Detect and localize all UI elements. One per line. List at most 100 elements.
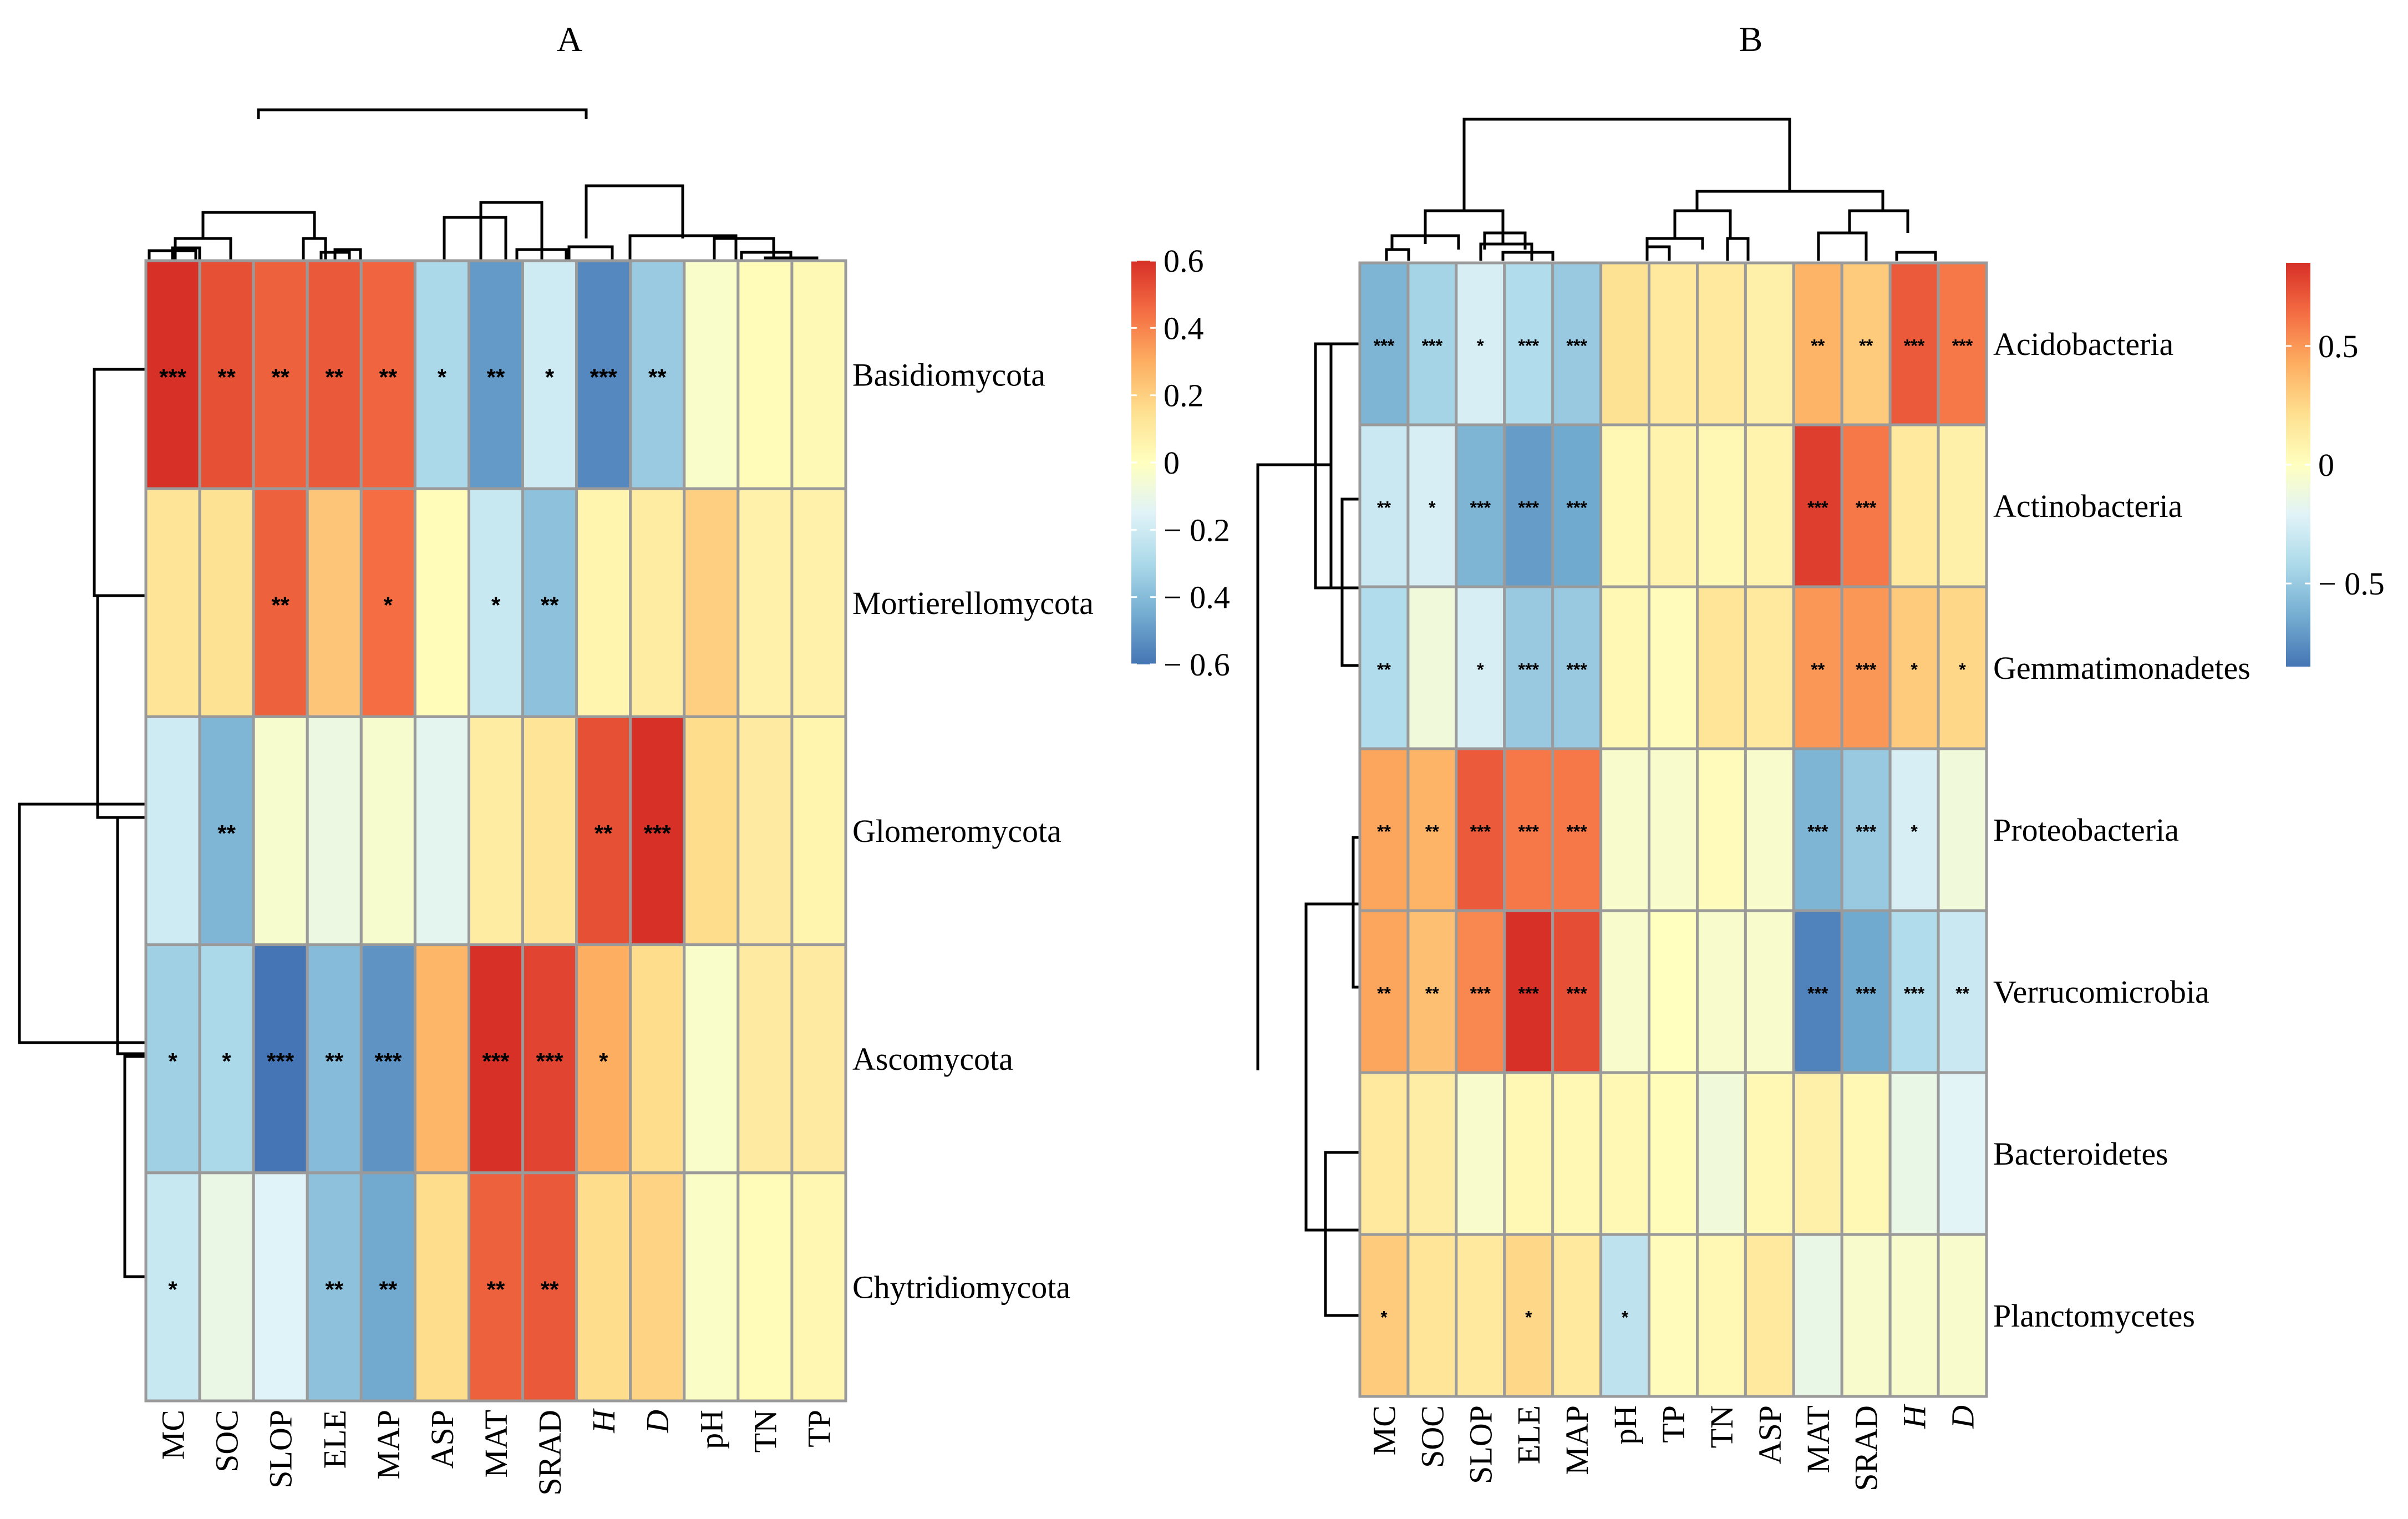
panel-b-column-label: TP	[1655, 1405, 1691, 1443]
panel-a-cell	[198, 487, 255, 718]
panel-b-cell	[1937, 1071, 1988, 1236]
panel-b-row-label: Acidobacteria	[1993, 326, 2173, 362]
panel-b-cell	[1599, 909, 1651, 1074]
panel-b-cell	[1599, 261, 1651, 426]
panel-b-significance-mark: **	[1425, 983, 1439, 1003]
panel-b-significance-mark: *	[1911, 659, 1918, 679]
panel-b-significance-mark: ***	[1904, 983, 1925, 1003]
panel-b-significance-mark: *	[1477, 336, 1484, 355]
panel-b-significance-mark: ***	[1374, 336, 1395, 355]
panel-b-column-dendrogram	[1385, 118, 1937, 261]
panel-b-cell	[1406, 747, 1458, 912]
panel-b-cell	[1406, 1071, 1458, 1236]
panel-b-cell	[1937, 747, 1988, 912]
panel-b-cell	[1406, 909, 1458, 1074]
panel-b-column-label: SLOP	[1462, 1405, 1498, 1484]
panel-b-row-labels: Acidobacteria Actinobacteria Gemmatimonade…	[1993, 326, 2250, 1334]
panel-b-cell	[1744, 747, 1795, 912]
panel-b-significance-mark: ***	[1518, 336, 1540, 355]
panel-b-cell	[1551, 1233, 1603, 1398]
panel-a-cell	[359, 487, 416, 718]
panel-b: B	[1256, 19, 2385, 1491]
panel-b-cell	[1648, 747, 1699, 912]
panel-b-color-legend: 0.5 0 − 0.5	[2286, 263, 2385, 667]
panel-a-significance-mark: *	[491, 592, 501, 618]
panel-a-cell	[683, 487, 740, 718]
panel-b-row-label: Bacteroidetes	[1993, 1136, 2168, 1172]
panel-b-cell	[1358, 1071, 1410, 1236]
panel-a-significance-mark: ***	[482, 1048, 510, 1074]
panel-b-cell	[1840, 1071, 1892, 1236]
panel-b-significance-mark: ***	[1518, 659, 1540, 679]
panel-b-column-label: MAT	[1800, 1405, 1836, 1473]
panel-a-significance-mark: *	[545, 364, 555, 390]
panel-a-legend-tick-label: − 0.4	[1164, 580, 1230, 616]
panel-a-cell	[575, 715, 632, 947]
panel-b-significance-mark: *	[1622, 1307, 1629, 1327]
panel-b-cell	[1551, 1071, 1603, 1236]
panel-b-cell	[1455, 1071, 1506, 1236]
panel-a-column-label: ELE	[317, 1410, 353, 1469]
panel-b-significance-mark: ***	[1904, 336, 1925, 355]
panel-a-column-label: MAP	[370, 1410, 407, 1480]
panel-a-cell	[575, 487, 632, 718]
panel-a-heatmap-grid: *** ** ** ** ** * ** * *** **** * * **** ** **** * *** **…	[144, 259, 847, 1403]
panel-b-cell	[1599, 585, 1651, 750]
panel-b-significance-mark: ***	[1807, 821, 1828, 841]
panel-a-cell	[736, 943, 794, 1175]
panel-b-cell	[1503, 261, 1554, 426]
panel-a-significance-mark: *	[438, 364, 447, 390]
panel-b-significance-mark: *	[1429, 497, 1436, 517]
panel-a-cell	[629, 259, 686, 490]
panel-a-cell	[521, 715, 578, 947]
panel-b-cell	[1695, 585, 1747, 750]
panel-a-significance-mark: **	[541, 1276, 559, 1302]
panel-a-column-label: MC	[155, 1410, 191, 1460]
panel-a-legend-tick-label: − 0.6	[1164, 647, 1230, 683]
panel-b-significance-mark: *	[1380, 1307, 1388, 1327]
panel-a-cell	[575, 1171, 632, 1403]
panel-b-cell	[1937, 585, 1988, 750]
panel-a-cell	[413, 1171, 470, 1403]
panel-a-cell	[413, 715, 470, 947]
panel-a-cell	[683, 1171, 740, 1403]
panel-b-significance-mark: **	[1859, 336, 1873, 355]
panel-a-legend-tick-label: − 0.2	[1164, 512, 1230, 548]
panel-a-significance-mark: *	[222, 1048, 231, 1074]
panel-b-cell	[1792, 1233, 1843, 1398]
panel-a-significance-mark: *	[168, 1276, 177, 1302]
panel-b-cell	[1648, 1233, 1699, 1398]
panel-b-column-label: D	[1945, 1405, 1981, 1429]
panel-a-cell	[683, 943, 740, 1175]
panel-a-cell	[736, 1171, 794, 1403]
panel-b-significance-mark: **	[1811, 659, 1825, 679]
panel-b-cell	[1503, 747, 1554, 912]
panel-a-row-label: Mortierellomycota	[852, 585, 1094, 621]
panel-b-cell	[1599, 747, 1651, 912]
panel-a-cell	[629, 943, 686, 1175]
panel-b-significance-mark: ***	[1566, 821, 1587, 841]
panel-a-cell	[306, 1171, 363, 1403]
panel-b-significance-mark: ***	[1856, 659, 1877, 679]
panel-b-cell	[1455, 1233, 1506, 1398]
panel-b-row-dendrogram	[1256, 342, 1360, 1317]
panel-a-cell	[359, 715, 416, 947]
panel-b-significance-mark: ***	[1566, 497, 1587, 517]
panel-a-cell	[467, 943, 525, 1175]
panel-b-significance-mark: *	[1525, 1307, 1532, 1327]
panel-b-significance-mark: ***	[1856, 983, 1877, 1003]
panel-a-column-label: ASP	[424, 1410, 460, 1469]
panel-a-cell	[736, 715, 794, 947]
panel-a-cell	[736, 487, 794, 718]
panel-b-cell	[1648, 423, 1699, 588]
panel-b-significance-mark: ***	[1566, 336, 1587, 355]
panel-b-cell	[1695, 909, 1747, 1074]
panel-b-cell	[1888, 423, 1940, 588]
panel-a-significance-mark: *	[384, 592, 393, 618]
panel-b-legend-tick-label: 0.5	[2318, 328, 2359, 364]
panel-a-significance-mark: **	[325, 364, 343, 390]
panel-b-significance-mark: *	[1959, 659, 1966, 679]
panel-b-significance-mark: ***	[1470, 983, 1491, 1003]
panel-b-significance-mark: ***	[1422, 336, 1443, 355]
